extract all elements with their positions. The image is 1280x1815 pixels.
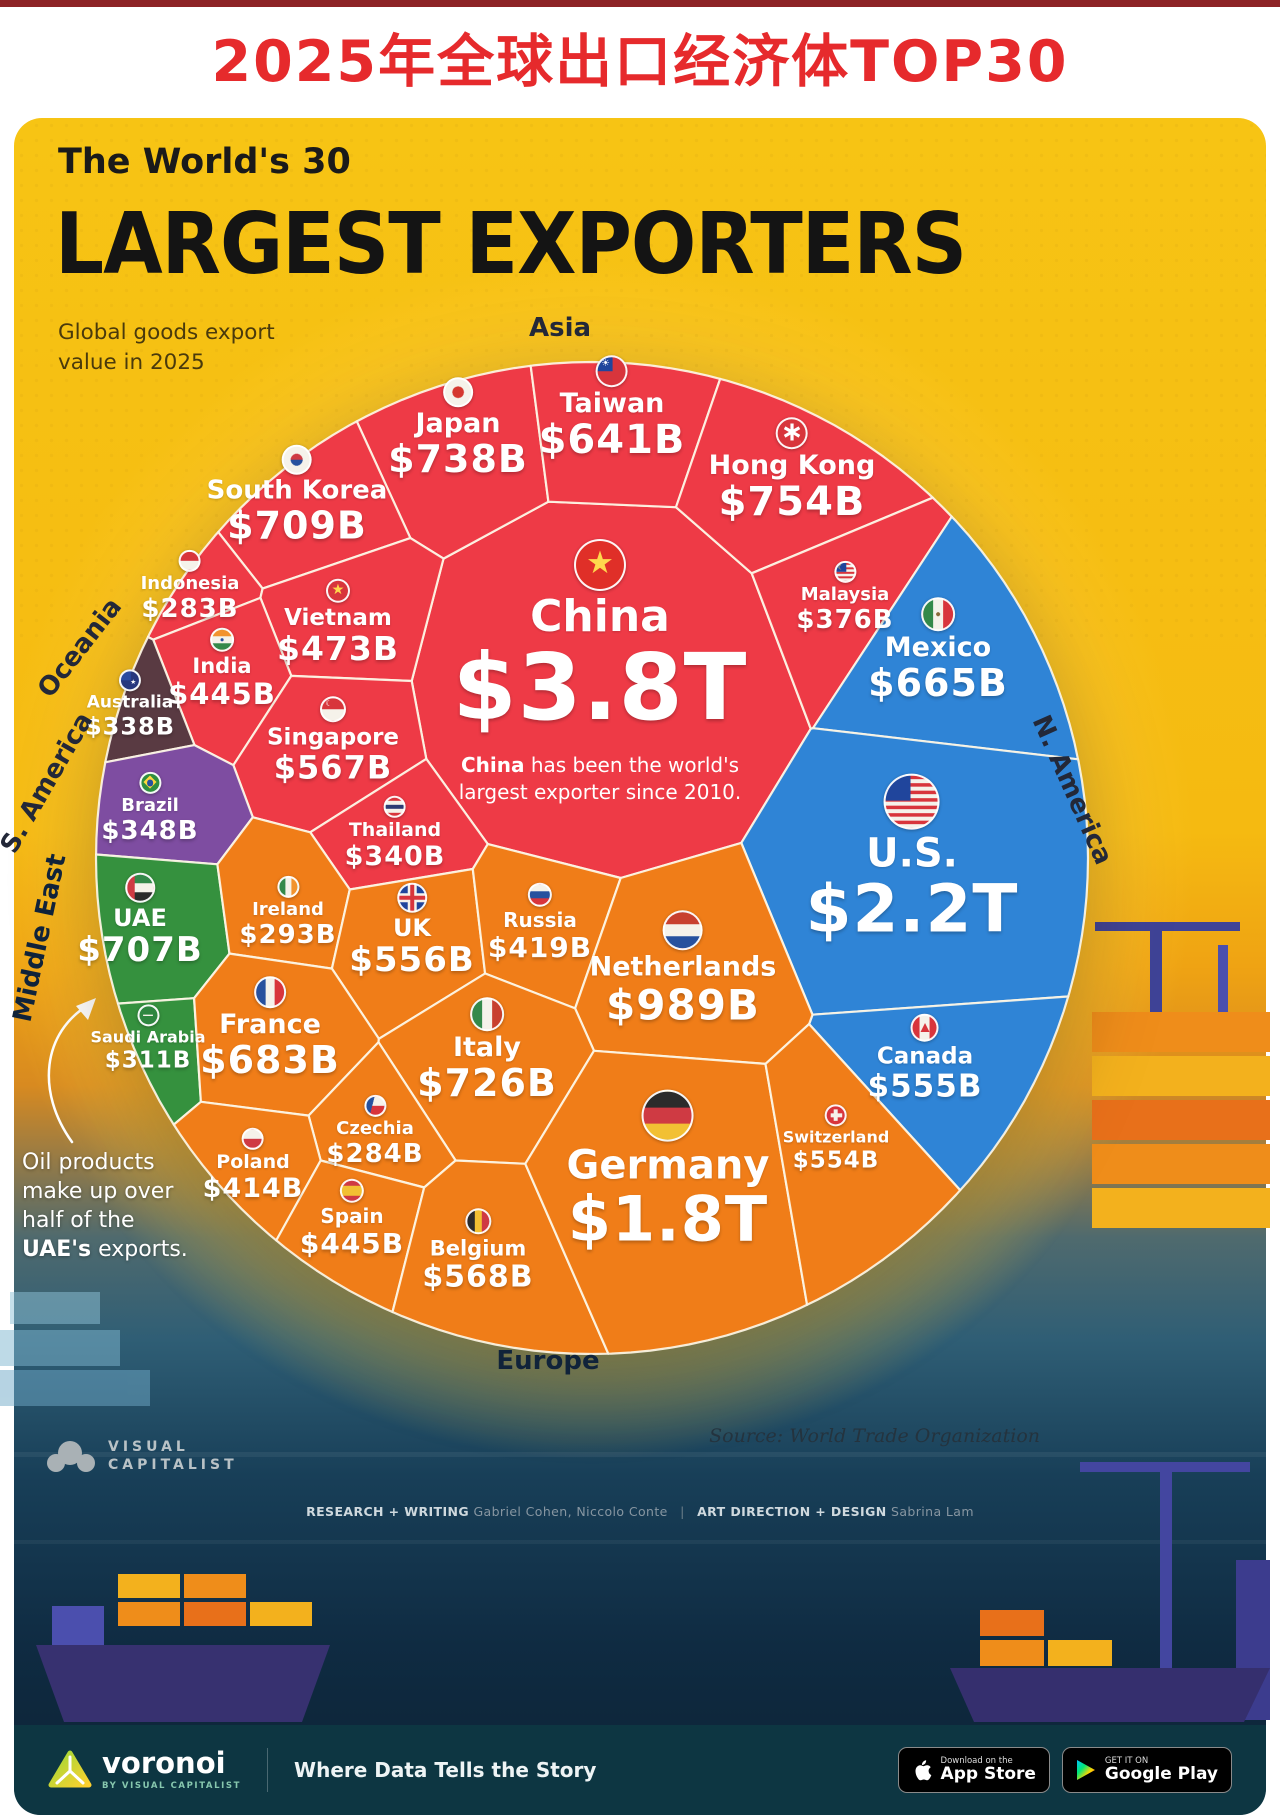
- voronoi-logo-icon: [48, 1750, 92, 1788]
- footer-divider: [267, 1748, 269, 1792]
- google-play-badge[interactable]: GET IT ON Google Play: [1061, 1747, 1232, 1793]
- top-border: [0, 0, 1280, 7]
- visual-capitalist-wordmark: VISUAL CAPITALIST: [108, 1438, 238, 1474]
- footer-tagline: Where Data Tells the Story: [294, 1758, 597, 1782]
- banner: 2025年全球出口经济体TOP30: [0, 7, 1280, 118]
- banner-title: 2025年全球出口经济体TOP30: [211, 29, 1069, 95]
- visual-capitalist-icon: [47, 1441, 95, 1473]
- visual-capitalist-logo: VISUAL CAPITALIST: [46, 1438, 238, 1474]
- credit-separator: |: [680, 1504, 685, 1519]
- google-play-big-text: Google Play: [1104, 1764, 1218, 1785]
- voronoi-brand: voronoi BY VISUAL CAPITALIST: [48, 1748, 241, 1792]
- region-label-asia: Asia: [528, 313, 592, 343]
- google-play-icon: [1076, 1760, 1095, 1780]
- source-note: Source: World Trade Organization: [709, 1425, 1040, 1447]
- app-store-small-text: Download on the: [940, 1755, 1013, 1766]
- apple-icon: [915, 1759, 931, 1780]
- voronoi-sub: BY VISUAL CAPITALIST: [102, 1781, 242, 1791]
- credits: RESEARCH + WRITING Gabriel Cohen, Niccol…: [0, 1504, 1280, 1519]
- voronoi-wordmark: voronoi: [102, 1746, 226, 1780]
- subtitle-line-1: Global goods export: [58, 320, 275, 345]
- app-store-big-text: App Store: [940, 1764, 1036, 1785]
- callout-post: exports.: [91, 1237, 188, 1263]
- app-store-badge[interactable]: Download on the App Store: [897, 1747, 1050, 1793]
- vc-line-2: CAPITALIST: [108, 1457, 238, 1474]
- region-label-europe: Europe: [496, 1346, 600, 1376]
- uae-callout: Oil products make up over half of the UA…: [22, 1148, 194, 1264]
- chart-subtitle: Global goods export value in 2025: [58, 318, 275, 377]
- credit-label-design: ART DIRECTION + DESIGN: [697, 1504, 887, 1519]
- chart-kicker: The World's 30: [58, 142, 351, 182]
- credit-names-research: Gabriel Cohen, Niccolo Conte: [473, 1504, 668, 1519]
- google-play-small-text: GET IT ON: [1104, 1755, 1149, 1766]
- chart-title: LARGEST EXPORTERS: [55, 196, 967, 294]
- credit-label-research: RESEARCH + WRITING: [306, 1504, 470, 1519]
- footer-bar: voronoi BY VISUAL CAPITALIST Where Data …: [14, 1725, 1266, 1815]
- callout-bold: UAE's: [22, 1237, 92, 1263]
- credit-names-design: Sabrina Lam: [891, 1504, 974, 1519]
- store-badges: Download on the App Store GET IT ON: [897, 1747, 1232, 1793]
- vc-line-1: VISUAL: [108, 1439, 189, 1455]
- subtitle-line-2: value in 2025: [58, 349, 205, 375]
- callout-pre: Oil products make up over half of the: [22, 1150, 174, 1234]
